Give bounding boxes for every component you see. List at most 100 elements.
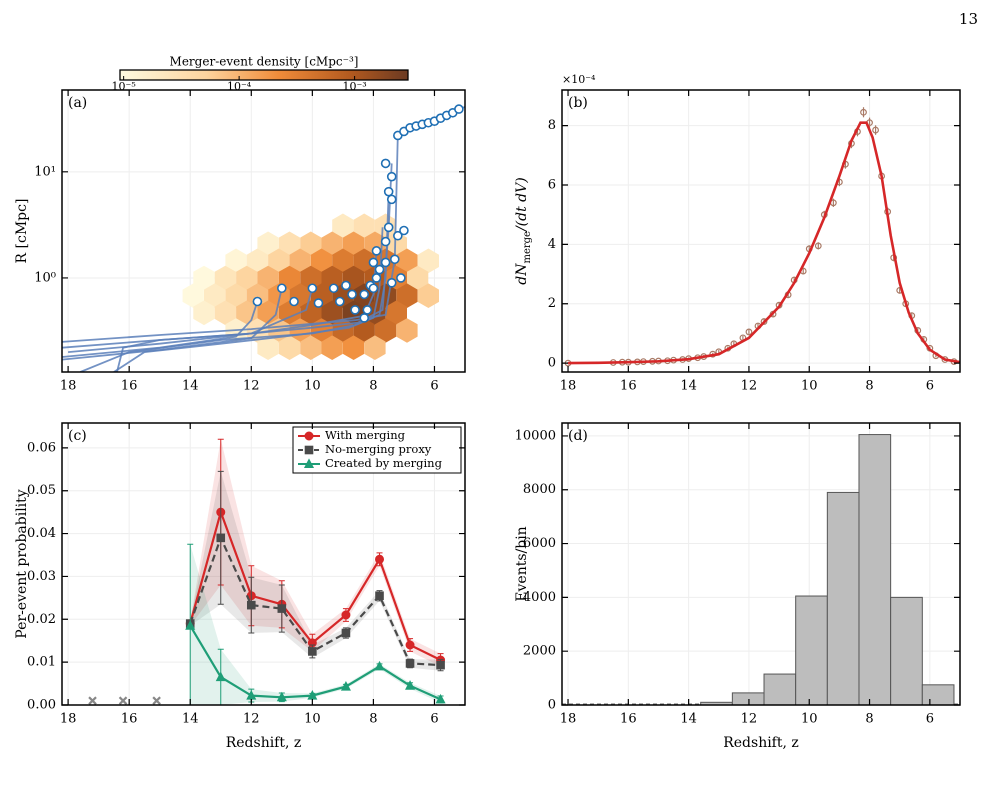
offset-label: ×10⁻⁴ — [562, 73, 596, 86]
event-marker — [359, 313, 370, 323]
trajectory — [62, 287, 283, 361]
event-marker — [383, 186, 394, 197]
event-marker — [328, 283, 339, 294]
hex-cell — [342, 335, 365, 360]
hex-cell — [353, 248, 375, 274]
marker — [405, 680, 416, 690]
event-marker — [347, 289, 357, 300]
y-tick-label: 0.01 — [27, 655, 56, 670]
x-tick-label: 6 — [926, 379, 934, 394]
y-tick-label: 4000 — [523, 590, 556, 605]
x-tick-label: 12 — [243, 379, 260, 394]
panel: Merger-event density [cMpc⁻³] 10⁻⁵ 10⁻⁴ 10⁻… — [14, 55, 466, 394]
x-tick-label: 14 — [182, 712, 199, 727]
hex-cell — [300, 231, 322, 257]
hex-cell — [300, 335, 322, 360]
marker — [216, 533, 226, 543]
marker — [341, 628, 351, 638]
marker — [375, 591, 384, 601]
x-tick-label: 8 — [865, 379, 873, 394]
marker — [303, 458, 315, 468]
event-marker — [386, 278, 397, 288]
hex-cell — [257, 265, 279, 291]
hex-cell — [246, 248, 268, 274]
marker — [276, 691, 287, 702]
y-tick-label: 10¹ — [34, 164, 56, 179]
x-tick-label: 14 — [680, 379, 697, 394]
hex-cell — [204, 283, 226, 308]
y-tick-label: 0.06 — [27, 440, 56, 455]
hex-cell — [257, 300, 279, 326]
event-marker — [371, 273, 382, 283]
axes-frame — [61, 422, 466, 706]
x-tick-label: 12 — [741, 379, 758, 394]
error-band — [190, 471, 441, 671]
colorbar-tick-label: 10⁻³ — [342, 80, 366, 93]
event-marker — [383, 222, 394, 233]
marker — [340, 680, 351, 691]
marker — [374, 660, 385, 671]
event-marker — [386, 194, 397, 205]
event-marker — [307, 283, 318, 294]
event-marker — [389, 254, 400, 265]
histogram-bar — [795, 595, 828, 706]
y-axis-label-part: merge — [522, 231, 533, 264]
marker — [405, 640, 415, 650]
x-tick-label: 16 — [620, 379, 637, 394]
panel: 18 16 14 12 10 8 6 0 2000 4000 6000 8000 10000 (d) Eve… — [514, 422, 961, 751]
hex-cell — [353, 213, 375, 239]
hex-cell — [300, 265, 322, 291]
histogram-bar — [858, 434, 892, 706]
x-tick-label: 8 — [865, 712, 873, 727]
y-tick-label: 0.04 — [27, 526, 56, 541]
x-tick-label: 16 — [121, 712, 138, 727]
x-tick-label: 14 — [182, 379, 199, 394]
event-marker — [399, 225, 409, 236]
colorbar-tick-label: 10⁻⁵ — [112, 80, 136, 93]
marker — [405, 659, 415, 668]
hex-cell — [396, 283, 418, 308]
event-marker — [335, 296, 345, 307]
error-band — [190, 439, 441, 667]
hex-cell — [364, 335, 386, 360]
hex-cell — [417, 248, 439, 274]
event-marker — [359, 289, 370, 300]
y-tick-label: 4 — [548, 237, 556, 252]
histogram-bar — [890, 596, 923, 706]
event-marker — [368, 283, 379, 294]
marker — [277, 604, 287, 613]
hex-cell — [385, 300, 407, 326]
hex-cell — [396, 318, 418, 343]
marker — [246, 600, 256, 610]
hex-cell — [257, 231, 279, 257]
event-marker — [374, 264, 385, 275]
marker — [341, 610, 351, 620]
hex-cell — [375, 283, 397, 308]
y-tick-label: 0.05 — [27, 483, 56, 498]
hex-cell — [375, 318, 397, 343]
event-marker — [313, 298, 324, 308]
y-axis-label: R [cMpc] — [14, 199, 30, 264]
hex-cell — [396, 248, 418, 274]
y-axis-label: dNmerge/(dt dV) — [514, 177, 533, 284]
hex-cell — [268, 248, 290, 274]
x-tick-label: 12 — [741, 712, 758, 727]
event-marker — [350, 305, 360, 315]
hex-cell — [182, 283, 204, 308]
event-marker — [368, 257, 379, 268]
histogram-bar — [731, 692, 765, 706]
x-tick-label: 18 — [560, 712, 577, 727]
x-tick-label: 18 — [60, 379, 77, 394]
x-tick-label: 10 — [304, 712, 321, 727]
marker — [185, 620, 196, 630]
colorbar-label: Merger-event density [cMpc⁻³] — [170, 55, 359, 69]
x-tick-label: 10 — [801, 379, 818, 394]
histogram-bar — [826, 491, 860, 706]
marker — [436, 660, 445, 670]
hex-cell — [278, 335, 301, 360]
x-tick-label: 8 — [369, 712, 377, 727]
marker — [308, 647, 317, 656]
axes-frame — [561, 422, 961, 706]
event-marker — [396, 273, 406, 283]
